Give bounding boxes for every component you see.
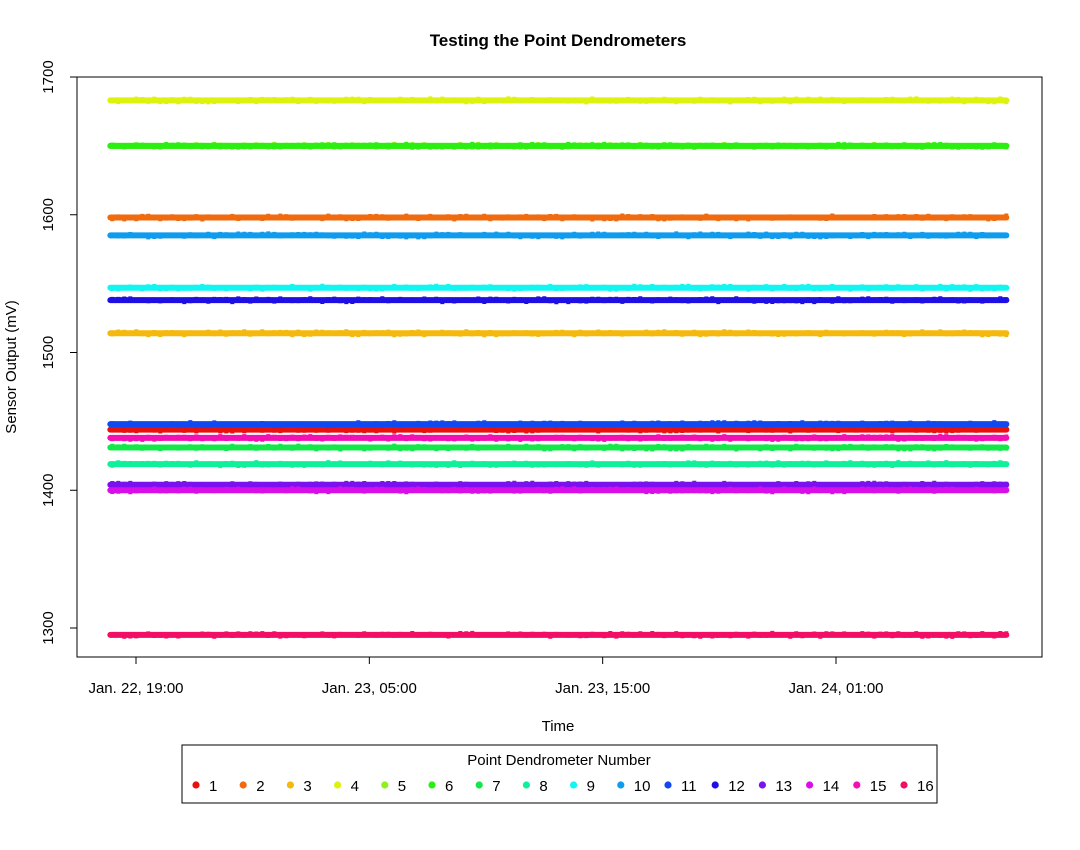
series-points-14 — [110, 486, 1009, 495]
legend-label: 13 — [775, 778, 792, 795]
legend-marker — [853, 781, 861, 789]
legend-marker — [617, 781, 625, 789]
series-1 — [107, 425, 1010, 434]
legend-marker — [428, 781, 436, 789]
series-9 — [107, 283, 1010, 292]
legend-label: 11 — [681, 778, 697, 795]
legend-item-4: 4 — [334, 778, 359, 795]
legend-label: 1 — [209, 778, 217, 795]
y-tick-label: 1500 — [40, 336, 57, 369]
legend-item-10: 10 — [617, 778, 650, 795]
series-2 — [107, 213, 1010, 222]
legend-marker — [381, 781, 389, 789]
legend-title: Point Dendrometer Number — [467, 752, 650, 769]
legend-label: 3 — [303, 778, 311, 795]
series-12 — [107, 296, 1010, 305]
legend-label: 10 — [634, 778, 651, 795]
legend-marker — [711, 781, 719, 789]
series-points-15 — [110, 433, 1009, 442]
series-4 — [107, 96, 1010, 105]
legend-label: 9 — [587, 778, 595, 795]
x-axis-label: Time — [542, 718, 575, 735]
legend: Point Dendrometer Number 1 2 3 4 5 6 7 8 9 10 11 12… — [181, 744, 938, 804]
x-tick-label: Jan. 23, 05:00 — [322, 680, 417, 697]
legend-item-6: 6 — [428, 778, 453, 795]
series-8 — [107, 460, 1010, 469]
legend-marker — [239, 781, 247, 789]
legend-marker — [192, 781, 200, 789]
legend-item-16: 16 — [900, 778, 934, 795]
legend-marker — [900, 781, 908, 789]
x-tick-label: Jan. 24, 01:00 — [788, 680, 883, 697]
series-6 — [107, 141, 1010, 150]
plot-frame — [76, 76, 1043, 658]
series-points-2 — [110, 213, 1009, 222]
series-11 — [107, 420, 1010, 429]
legend-label: 14 — [823, 778, 840, 795]
legend-marker — [570, 781, 578, 789]
series-points-11 — [110, 420, 1009, 429]
series-points-7 — [110, 443, 1009, 452]
y-tick-label: 1600 — [40, 198, 57, 231]
legend-box — [181, 744, 938, 804]
series-points-16 — [110, 630, 1009, 639]
series-16 — [107, 630, 1010, 639]
legend-label: 4 — [351, 778, 359, 795]
legend-label: 8 — [539, 778, 547, 795]
legend-item-2: 2 — [239, 778, 265, 795]
series-points-12 — [110, 296, 1009, 305]
legend-items: 1 2 3 4 5 6 7 8 9 10 11 12 13 14 15 16 — [192, 778, 934, 795]
chart-title: Testing the Point Dendrometers — [430, 31, 687, 50]
legend-item-5: 5 — [381, 778, 406, 795]
legend-item-7: 7 — [475, 778, 501, 795]
legend-item-11: 11 — [664, 778, 697, 795]
legend-marker — [522, 781, 531, 789]
series-14 — [107, 486, 1010, 495]
legend-label: 5 — [398, 778, 406, 795]
legend-marker — [334, 781, 342, 789]
series-10 — [107, 231, 1010, 240]
legend-label: 6 — [445, 778, 453, 795]
legend-marker — [286, 781, 294, 789]
legend-marker — [475, 781, 483, 789]
legend-item-15: 15 — [853, 778, 886, 795]
legend-item-14: 14 — [806, 778, 839, 795]
series-points-1 — [110, 425, 1009, 434]
legend-label: 7 — [492, 778, 500, 795]
series-points-6 — [110, 141, 1009, 150]
y-axis: 1300 1400 1500 1600 1700 — [40, 60, 78, 645]
series-13 — [107, 480, 1010, 489]
legend-item-3: 3 — [286, 778, 312, 795]
series-layer — [107, 96, 1010, 639]
legend-marker — [806, 781, 814, 789]
legend-item-12: 12 — [711, 778, 745, 795]
legend-label: 15 — [870, 778, 887, 795]
x-tick-label: Jan. 23, 15:00 — [555, 680, 650, 697]
legend-item-9: 9 — [570, 778, 595, 795]
series-3 — [107, 329, 1010, 338]
series-points-8 — [110, 460, 1009, 469]
y-tick-label: 1400 — [40, 474, 57, 507]
series-points-4 — [110, 96, 1009, 105]
series-points-10 — [110, 231, 1009, 240]
y-tick-label: 1700 — [40, 60, 57, 93]
legend-marker — [664, 781, 672, 789]
legend-label: 12 — [728, 778, 745, 795]
x-axis: Jan. 22, 19:00 Jan. 23, 05:00 Jan. 23, 15:… — [88, 656, 884, 697]
legend-item-8: 8 — [522, 778, 548, 795]
legend-label: 16 — [917, 778, 934, 795]
legend-item-13: 13 — [758, 778, 792, 795]
series-points-9 — [110, 283, 1009, 292]
legend-item-1: 1 — [192, 778, 217, 795]
y-tick-label: 1300 — [40, 611, 57, 644]
legend-marker — [758, 781, 767, 789]
legend-label: 2 — [256, 778, 264, 795]
series-points-3 — [110, 329, 1009, 338]
y-axis-label: Sensor Output (mV) — [3, 300, 20, 433]
series-points-13 — [110, 480, 1009, 489]
series-7 — [107, 443, 1010, 452]
series-15 — [107, 433, 1010, 442]
x-tick-label: Jan. 22, 19:00 — [88, 680, 183, 697]
